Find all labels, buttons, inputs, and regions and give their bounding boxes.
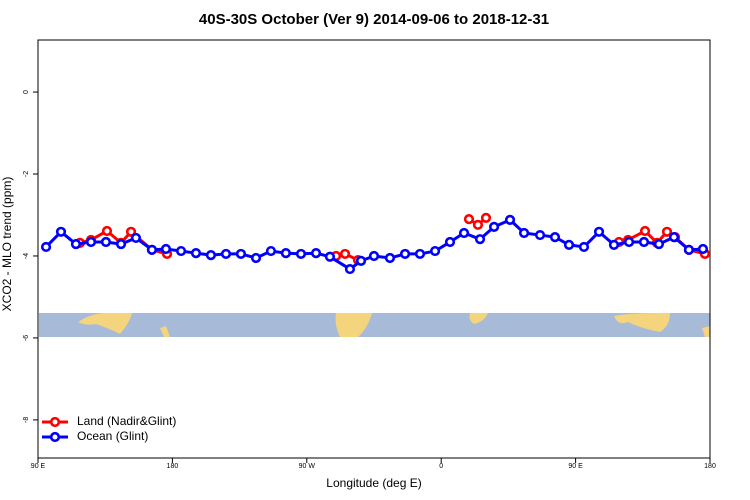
point [638, 236, 650, 248]
chart-title: 40S-30S October (Ver 9) 2014-09-06 to 20… [199, 11, 549, 28]
point [518, 227, 530, 239]
point [339, 248, 351, 260]
x-tick-label: 180 [704, 463, 716, 470]
point [474, 234, 486, 245]
point [653, 238, 665, 250]
point [130, 232, 142, 244]
point [399, 248, 411, 260]
point [458, 227, 470, 239]
legend-label: Land (Nadir&Glint) [77, 414, 176, 428]
point [563, 239, 575, 251]
x-tick-label: 90 E [568, 463, 583, 470]
point [205, 250, 217, 261]
point [549, 232, 561, 243]
point [683, 244, 695, 255]
point [115, 238, 127, 250]
point [55, 226, 67, 237]
point [250, 252, 262, 264]
point [639, 225, 651, 237]
point [504, 214, 516, 226]
point [384, 252, 396, 264]
point [578, 241, 590, 253]
point [235, 248, 247, 260]
point [414, 248, 426, 260]
point [661, 226, 673, 237]
y-tick-label: 0 [23, 90, 30, 94]
point [463, 213, 475, 225]
series-line [44, 218, 704, 271]
point [623, 236, 635, 248]
point [355, 255, 367, 266]
point [190, 247, 202, 259]
point [160, 243, 172, 255]
point [310, 247, 322, 259]
legend-marker [49, 431, 61, 443]
plot-frame [37, 39, 711, 459]
point [220, 248, 232, 260]
point [472, 219, 484, 230]
point [488, 221, 500, 232]
point [146, 244, 158, 255]
point [534, 229, 546, 241]
point [668, 232, 680, 243]
y-tick-label: -6 [23, 335, 30, 341]
point [344, 263, 356, 275]
point [608, 239, 620, 251]
point [368, 250, 380, 262]
x-tick-label: 0 [439, 463, 443, 470]
legend-marker [49, 416, 61, 428]
x-tick-label: 90 E [31, 463, 46, 470]
point [70, 238, 82, 250]
y-tick-label: -2 [23, 171, 30, 177]
point [444, 236, 456, 248]
point [265, 245, 277, 257]
point [101, 225, 113, 237]
x-tick-label: 90 W [299, 463, 316, 470]
point [125, 226, 137, 237]
point [175, 245, 187, 257]
x-tick-label: 180 [167, 463, 179, 470]
point [100, 236, 112, 248]
point [429, 245, 441, 257]
map-strip [39, 313, 710, 337]
point [480, 212, 492, 223]
point [85, 236, 97, 248]
point [324, 251, 336, 262]
point [295, 248, 307, 260]
legend-label: Ocean (Glint) [77, 429, 148, 443]
point [697, 243, 709, 255]
y-axis-label: XCO2 - MLO trend (ppm) [0, 177, 14, 312]
point [40, 241, 52, 253]
x-axis-label: Longitude (deg E) [326, 476, 421, 490]
point [593, 226, 605, 237]
y-tick-label: -8 [23, 417, 30, 423]
y-tick-label: -4 [23, 253, 30, 259]
point [280, 247, 291, 259]
